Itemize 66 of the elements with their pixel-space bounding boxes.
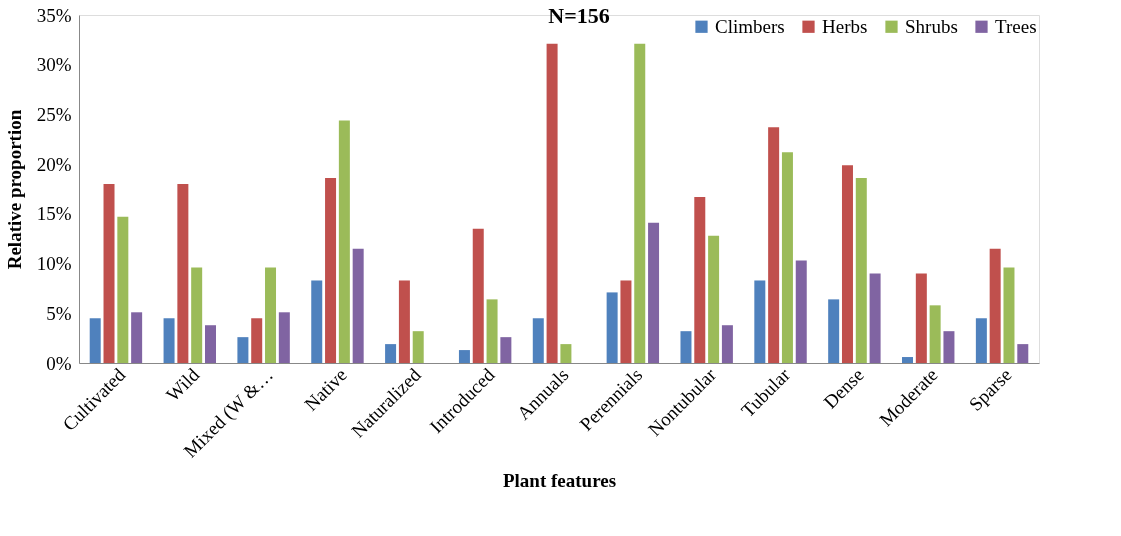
bar bbox=[89, 318, 101, 363]
bar bbox=[325, 178, 337, 363]
bar bbox=[338, 120, 350, 363]
bar bbox=[648, 222, 660, 363]
bar bbox=[237, 337, 249, 363]
legend-label: Shrubs bbox=[905, 15, 958, 37]
bar bbox=[458, 350, 470, 363]
bar bbox=[943, 331, 955, 363]
bar bbox=[929, 305, 941, 363]
y-tick-label: 35% bbox=[36, 4, 72, 26]
bar bbox=[828, 299, 840, 363]
bar bbox=[500, 337, 512, 363]
bar bbox=[117, 216, 129, 363]
bar bbox=[1003, 267, 1015, 363]
bar bbox=[177, 184, 189, 363]
bar bbox=[680, 331, 692, 363]
bar bbox=[265, 267, 277, 363]
y-tick-label: 20% bbox=[36, 153, 72, 175]
bar bbox=[754, 280, 766, 363]
bar bbox=[103, 184, 115, 363]
y-tick-label: 15% bbox=[36, 203, 72, 225]
bar bbox=[131, 312, 143, 363]
bar bbox=[781, 152, 793, 363]
bar bbox=[472, 228, 484, 363]
bar bbox=[634, 43, 646, 363]
bar bbox=[708, 235, 720, 363]
y-tick-label: 10% bbox=[36, 253, 72, 275]
x-axis-title: Plant features bbox=[502, 469, 617, 491]
bar bbox=[532, 318, 544, 363]
bar bbox=[560, 344, 572, 363]
bar bbox=[311, 280, 323, 363]
bar bbox=[721, 325, 733, 363]
y-tick-label: 0% bbox=[46, 352, 72, 374]
bar bbox=[795, 260, 807, 363]
legend-label: Trees bbox=[995, 15, 1037, 37]
chart-title: N=156 bbox=[548, 3, 610, 28]
y-tick-label: 5% bbox=[46, 302, 72, 324]
bar bbox=[606, 292, 618, 363]
bar bbox=[385, 344, 397, 363]
bar bbox=[620, 280, 632, 363]
bar bbox=[869, 273, 881, 363]
bar bbox=[915, 273, 927, 363]
bar bbox=[841, 165, 853, 363]
bar bbox=[694, 196, 706, 363]
bar bbox=[989, 248, 1001, 363]
x-tick-label: Wild bbox=[162, 363, 204, 406]
bar bbox=[1017, 344, 1029, 363]
bar bbox=[163, 318, 175, 363]
bar bbox=[278, 312, 290, 363]
bar bbox=[412, 331, 424, 363]
bar bbox=[486, 299, 498, 363]
y-tick-label: 25% bbox=[36, 103, 72, 125]
bar bbox=[546, 43, 558, 363]
bar bbox=[191, 267, 203, 363]
bar bbox=[204, 325, 216, 363]
bar bbox=[855, 178, 867, 363]
bar bbox=[768, 127, 780, 363]
legend-label: Climbers bbox=[715, 15, 785, 37]
bar bbox=[251, 318, 263, 363]
y-axis-title: Relative proportion bbox=[3, 109, 25, 270]
bar bbox=[975, 318, 987, 363]
bar bbox=[902, 357, 914, 363]
bar bbox=[398, 280, 410, 363]
bar bbox=[352, 248, 364, 363]
legend-label: Herbs bbox=[822, 15, 868, 37]
y-tick-label: 30% bbox=[36, 54, 72, 76]
